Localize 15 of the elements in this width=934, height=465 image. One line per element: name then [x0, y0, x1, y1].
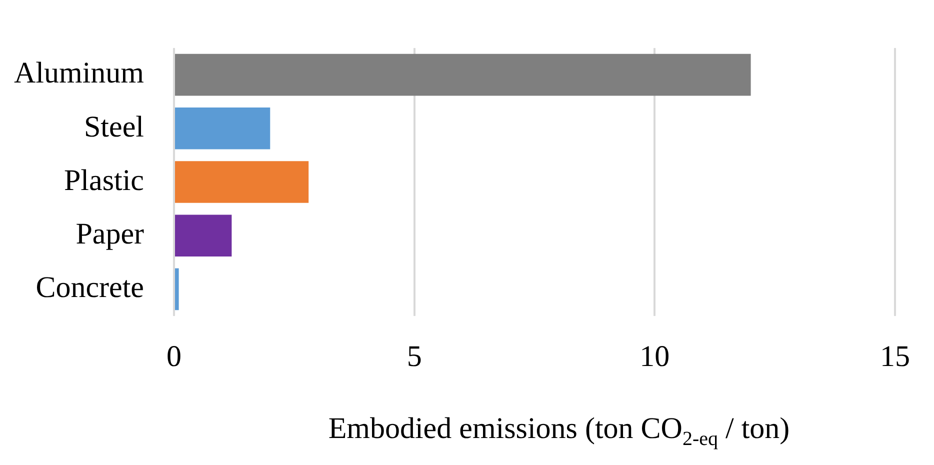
- bar: [175, 214, 232, 257]
- x-tick-label: 15: [880, 340, 910, 373]
- y-tick-label: Paper: [76, 217, 144, 250]
- y-tick-label: Concrete: [36, 271, 144, 304]
- y-tick-label: Plastic: [64, 164, 144, 197]
- bar: [175, 107, 270, 150]
- x-axis-title: Embodied emissions (ton CO$_{2-eq}$ / ton): [327, 412, 791, 451]
- x-tick-label: 0: [166, 340, 182, 373]
- x-tick-label: 5: [406, 340, 422, 373]
- y-tick-label: Steel: [84, 110, 144, 144]
- bar: [175, 268, 179, 310]
- bar: [175, 161, 309, 203]
- bar: [175, 54, 751, 96]
- x-tick-label: 10: [640, 340, 670, 373]
- y-tick-label: Aluminum: [14, 56, 144, 90]
